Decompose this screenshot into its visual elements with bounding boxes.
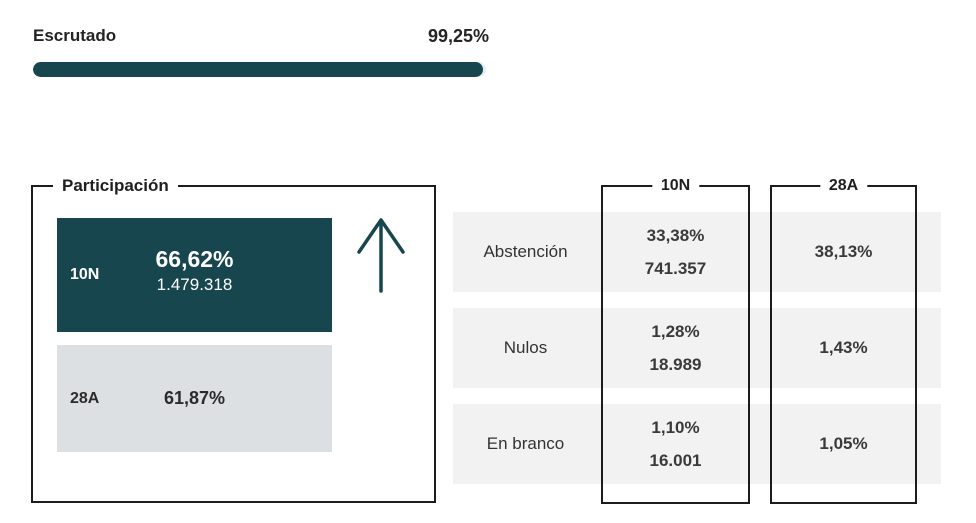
participation-28a-percent: 61,87% <box>163 388 226 408</box>
scrutiny-progress-fill <box>33 62 483 77</box>
participation-legend: Participación <box>53 176 178 196</box>
cell-10n-abstencion: 33,38% 741.357 <box>601 212 750 292</box>
column-header-28a: 28A <box>819 176 868 196</box>
value-count: 741.357 <box>644 258 707 278</box>
participation-card-28a: 28A 61,87% <box>57 345 332 452</box>
value-percent: 1,05% <box>819 434 868 453</box>
participation-10n-label: 10N <box>70 266 100 283</box>
participation-box: Participación 10N 66,62% 1.479.318 28A 6… <box>31 176 436 503</box>
table-row-bg-nulos <box>453 308 941 388</box>
cell-28a-nulos: 1,43% <box>770 308 917 388</box>
participation-card-10n: 10N 66,62% 1.479.318 <box>57 218 332 332</box>
participation-28a-label: 28A <box>70 389 100 407</box>
row-label-nulos: Nulos <box>503 338 548 357</box>
value-percent: 1,28% <box>651 321 700 341</box>
value-count: 18.989 <box>649 354 702 374</box>
table-row-bg-abstencion <box>453 212 941 292</box>
scrutiny-value: 99,25% <box>427 26 489 46</box>
cell-10n-enbranco: 1,10% 16.001 <box>601 404 750 484</box>
value-percent: 1,43% <box>819 338 868 357</box>
arrow-up-icon <box>350 211 412 296</box>
participation-10n-votes: 1.479.318 <box>156 274 233 294</box>
row-label-abstencion: Abstención <box>483 242 568 261</box>
participation-10n-percent: 66,62% <box>155 246 234 273</box>
cell-28a-abstencion: 38,13% <box>770 212 917 292</box>
cell-28a-enbranco: 1,05% <box>770 404 917 484</box>
scrutiny-progress-bar <box>33 62 486 77</box>
row-label-enbranco: En branco <box>486 434 565 453</box>
column-header-10n: 10N <box>651 176 700 196</box>
table-row-bg-enbranco <box>453 404 941 484</box>
value-count: 16.001 <box>649 450 702 470</box>
value-percent: 33,38% <box>646 225 705 245</box>
scrutiny-label: Escrutado <box>33 26 117 45</box>
cell-10n-nulos: 1,28% 18.989 <box>601 308 750 388</box>
value-percent: 38,13% <box>814 242 873 261</box>
value-percent: 1,10% <box>651 417 700 437</box>
